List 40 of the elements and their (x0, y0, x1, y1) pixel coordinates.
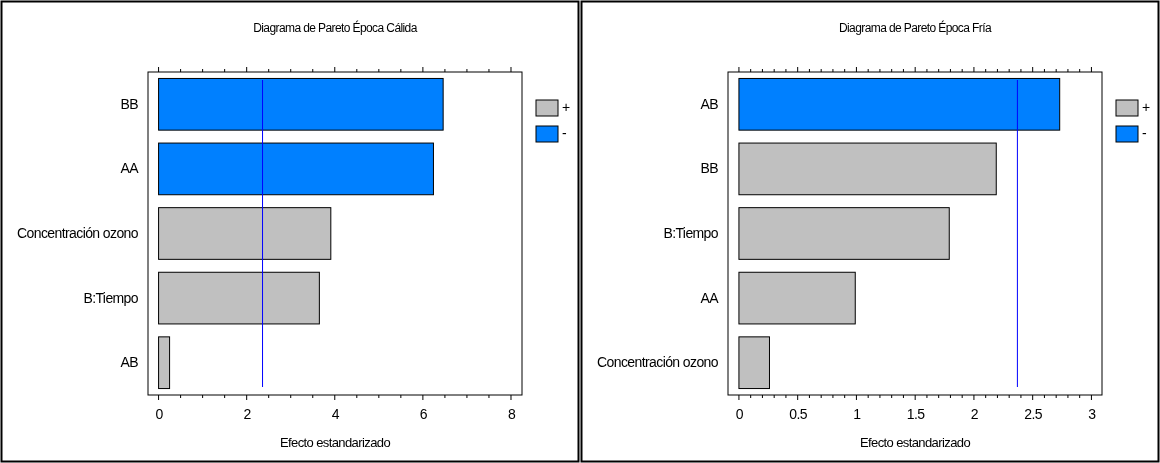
legend-label: - (562, 125, 567, 141)
y-tick-label: B:Tiempo (663, 224, 719, 241)
y-tick-label: Concentración ozono (597, 354, 719, 371)
bar (158, 207, 332, 260)
bar (158, 336, 171, 390)
bar (738, 336, 770, 390)
x-tick-label: 3 (1088, 405, 1097, 422)
legend-label: + (1142, 99, 1150, 115)
bar (738, 207, 950, 260)
x-tick-label: 2 (243, 405, 252, 422)
legend-label: - (1142, 125, 1147, 141)
bar (738, 271, 856, 325)
bar (158, 77, 444, 131)
x-tick-label: 2.5 (1024, 405, 1043, 422)
y-tick-label: Concentración ozono (17, 224, 139, 241)
x-axis-title: Efecto estandarizado (279, 435, 391, 450)
y-tick-label: AA (700, 289, 720, 306)
x-tick-label: 0 (155, 405, 164, 422)
chart-title: Diagrama de Pareto Época Fría (838, 20, 992, 35)
y-tick-label: AB (700, 95, 719, 112)
bar (158, 142, 434, 196)
legend-label: + (562, 99, 570, 115)
x-axis-title: Efecto estandarizado (859, 435, 971, 450)
x-tick-label: 0 (735, 405, 744, 422)
bar (738, 77, 1061, 131)
x-tick-label: 1.5 (906, 405, 926, 422)
y-tick-label: AA (120, 160, 140, 177)
bar (158, 271, 320, 325)
chart-title: Diagrama de Pareto Época Cálida (253, 20, 418, 35)
x-tick-label: 2 (970, 405, 979, 422)
y-tick-label: B:Tiempo (83, 289, 139, 306)
y-tick-label: AB (120, 354, 139, 371)
x-tick-label: 8 (507, 405, 516, 422)
x-tick-label: 4 (331, 405, 340, 422)
x-tick-label: 1 (853, 405, 862, 422)
y-tick-label: BB (700, 160, 719, 177)
x-tick-label: 0.5 (789, 405, 808, 422)
x-tick-label: 6 (419, 405, 428, 422)
bar (738, 142, 997, 196)
y-tick-label: BB (120, 95, 139, 112)
